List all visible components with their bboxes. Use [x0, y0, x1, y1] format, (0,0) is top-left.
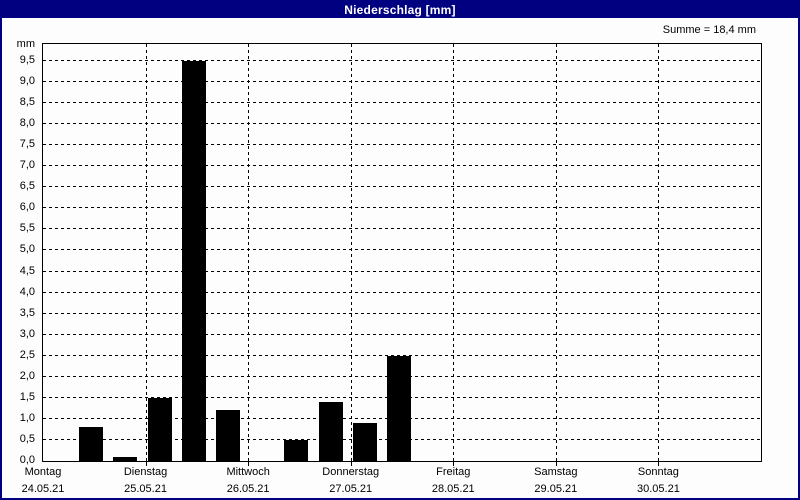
y-tick-label: 9,0: [19, 75, 35, 88]
precipitation-bar: [353, 423, 377, 461]
y-grid-line: [43, 186, 761, 188]
y-grid-line: [43, 60, 761, 61]
x-day-name-label: Mittwoch: [226, 466, 270, 478]
y-grid-line: [43, 123, 761, 125]
x-day-date-label: 26.05.21: [226, 483, 270, 495]
y-grid-line: [43, 354, 761, 356]
y-tick-label: 0,5: [19, 432, 35, 445]
y-tick-label: 0,0: [19, 454, 35, 466]
y-tick-label: 4,0: [19, 285, 35, 298]
y-tick-label: 3,5: [19, 306, 35, 319]
y-tick-label: 1,5: [19, 390, 35, 403]
day-boundary-grid-line: [453, 44, 454, 461]
precipitation-bar: [284, 440, 308, 461]
precipitation-bar: [182, 61, 206, 461]
y-tick-label: 7,5: [19, 138, 35, 151]
y-tick-label: 2,0: [19, 369, 35, 382]
x-day-date-label: 25.05.21: [124, 483, 167, 495]
x-axis-tick: [248, 462, 249, 466]
y-tick-label: 9,5: [19, 54, 35, 66]
x-day-name-label: Montag: [24, 466, 62, 478]
y-axis-unit-label: mm: [16, 38, 35, 50]
precipitation-bar: [113, 457, 137, 461]
y-grid-line: [43, 207, 761, 209]
x-day-date-label: 30.05.21: [637, 483, 680, 495]
day-boundary-grid-line: [146, 44, 147, 461]
x-axis-tick: [556, 462, 557, 466]
x-axis-tick: [351, 462, 352, 466]
y-grid-line: [43, 81, 761, 83]
x-day-date-label: 28.05.21: [431, 483, 475, 495]
x-day-name-label: Donnerstag: [322, 466, 380, 478]
x-axis-tick: [658, 462, 659, 466]
y-grid-line: [43, 228, 761, 230]
y-grid-line: [43, 144, 761, 146]
y-tick-label: 6,0: [19, 201, 35, 214]
x-day-name-label: Samstag: [534, 466, 578, 478]
y-tick-label: 2,5: [19, 348, 35, 361]
window-titlebar: Niederschlag [mm]: [2, 2, 798, 18]
y-tick-label: 6,5: [19, 180, 35, 193]
x-day-date-label: 24.05.21: [21, 483, 65, 495]
y-tick-label: 8,5: [19, 96, 35, 109]
plot-area: [42, 43, 762, 466]
y-tick-label: 3,0: [19, 327, 35, 340]
precipitation-bar: [79, 427, 103, 461]
y-tick-label: 7,0: [19, 159, 35, 172]
y-tick-label: 5,0: [19, 243, 35, 256]
y-grid-line: [43, 333, 761, 335]
day-boundary-grid-line: [351, 44, 352, 461]
x-day-name-label: Dienstag: [123, 466, 168, 478]
precipitation-bar: [216, 410, 240, 461]
day-boundary-grid-line: [658, 44, 659, 461]
y-tick-label: 4,5: [19, 264, 35, 277]
day-boundary-grid-line: [248, 44, 249, 461]
window-title: Niederschlag [mm]: [344, 3, 456, 17]
x-axis-tick: [146, 462, 147, 466]
x-day-name-label: Sonntag: [637, 466, 679, 478]
y-grid-line: [43, 291, 761, 293]
precipitation-bar: [148, 398, 172, 461]
y-grid-line: [43, 312, 761, 314]
y-tick-label: 1,0: [19, 411, 35, 424]
y-tick-label: 8,0: [19, 117, 35, 130]
x-day-date-label: 29.05.21: [534, 483, 578, 495]
sum-label: Summe = 18,4 mm: [662, 24, 756, 36]
precipitation-bar: [387, 356, 411, 461]
y-grid-line: [43, 270, 761, 272]
y-grid-line: [43, 165, 761, 167]
day-boundary-grid-line: [556, 44, 557, 461]
y-grid-line: [43, 249, 761, 251]
x-day-name-label: Freitag: [436, 466, 471, 478]
x-axis-tick: [453, 462, 454, 466]
x-day-date-label: 27.05.21: [329, 483, 373, 495]
precipitation-bar: [319, 402, 343, 461]
y-tick-label: 5,5: [19, 222, 35, 235]
y-grid-line: [43, 102, 761, 104]
